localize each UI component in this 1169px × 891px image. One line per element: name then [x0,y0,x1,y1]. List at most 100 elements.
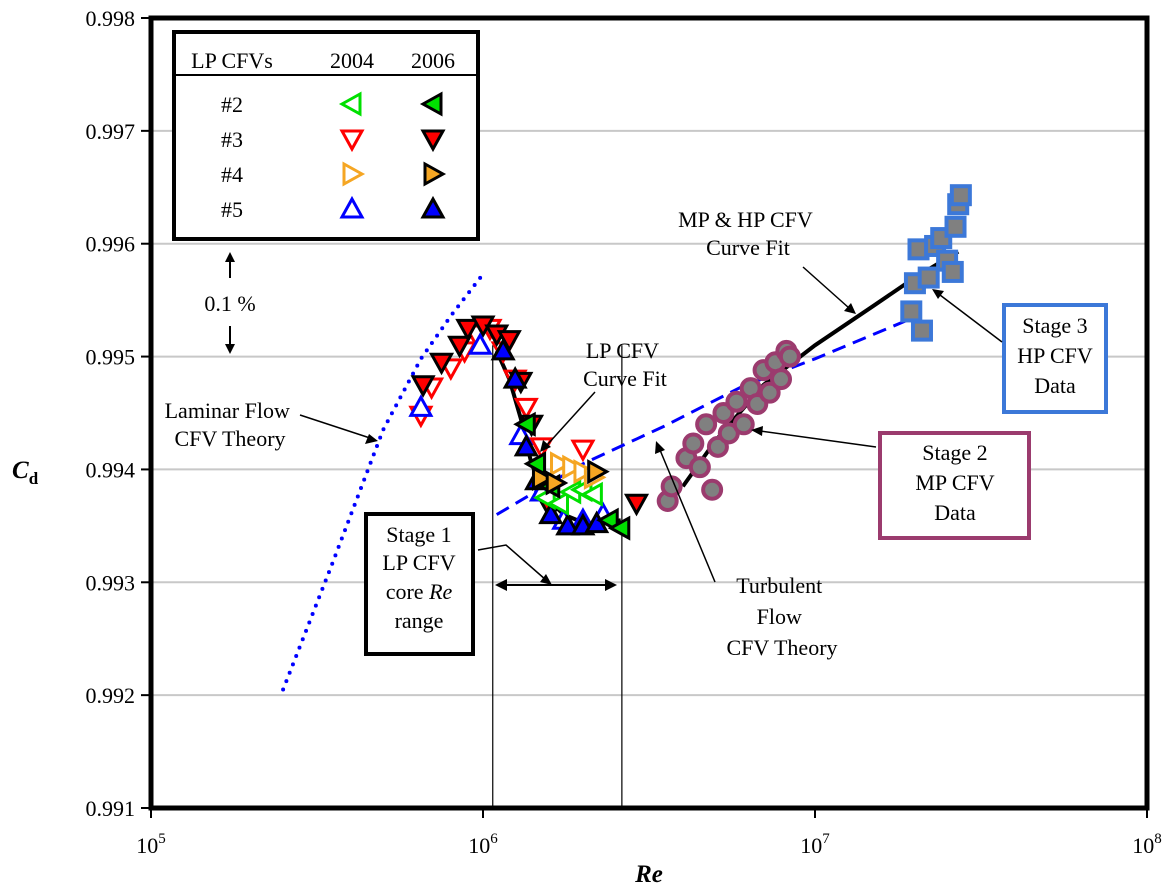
laminar-pointer [299,414,371,439]
x-axis-title: Re [634,861,663,888]
stage3-pointer-head [932,289,944,299]
point--2-2006 [596,507,619,533]
point-stage-2-mp-cfv-data [732,413,755,436]
laminar-label: Laminar Flow CFV Theory [165,398,296,451]
legend-rows: #2 #3 #4 #5 [221,91,447,222]
point-stage-3-hp-cfv-data [941,260,964,283]
data-points [408,184,972,541]
legend-header-2006: 2006 [411,48,455,73]
point--3-2006 [447,335,473,359]
point--5-2006 [513,433,539,457]
stage1-box [364,512,475,656]
point--4-2004 [562,454,585,480]
legend: LP CFVs 2004 2006 #2 #3 #4 #5 [172,30,480,241]
legend-marker-2004 [339,195,365,219]
stage1-line4: range [395,608,444,633]
point-stage-2-mp-cfv-data [706,435,729,458]
plot-frame [148,15,1150,811]
stage2-line2: MP CFV [915,470,994,495]
y-tick-label: 0.997 [86,119,136,144]
point--3-2006 [455,318,481,342]
core-range-arrow-right-head [605,579,617,591]
point--4-2006 [531,465,555,492]
point--5-2006 [538,501,564,525]
legend-row-label: #3 [221,127,243,152]
point--2-2006 [607,515,631,541]
stage3-line1: Stage 3 [1022,313,1087,338]
x-tick-label: 106 [468,831,498,858]
y-axis-ticks: 0.991 0.992 0.993 0.994 0.995 0.996 0.997 0.998 [86,6,151,821]
turbulent-pointer-head [655,441,665,454]
stage2-pointer-head [751,426,763,436]
lp-fit-pointer-head [540,440,551,452]
point--5-2004 [408,394,434,417]
point-stage-2-mp-cfv-data [701,478,724,501]
point-stage-2-mp-cfv-data [695,413,718,436]
point--3-2006 [428,352,455,376]
core-range-arrow-left-head [495,579,507,591]
stage2-line1: Stage 2 [922,440,987,465]
point-stage-2-mp-cfv-data [688,456,711,479]
legend-row-label: #2 [221,92,243,117]
legend-marker-2004 [338,91,362,117]
percent-label: 0.1 % [204,291,255,316]
stage3-callout: Stage 3 HP CFV Data [932,289,1108,414]
y-tick-label: 0.993 [86,570,136,595]
stage1-callout: Stage 1 LP CFV core Re range [364,512,617,656]
turbulent-pointer [659,449,716,583]
x-axis-ticks: 105 106 107 108 [136,808,1162,858]
point--3-2006 [623,493,650,517]
legend-row-label: #4 [221,162,243,187]
lp-fit-pointer [546,391,596,446]
x-tick-label: 108 [1132,831,1162,858]
stage3-box [1002,303,1108,414]
point--2-2006 [513,411,536,437]
laminar-pointer-head [365,434,378,444]
point-stage-2-mp-cfv-data [682,432,705,455]
percent-arrow-down-head [225,344,235,354]
percent-scale-marker: 0.1 % [204,252,256,354]
point--4-2006 [587,459,610,485]
curve-turbulent-flow-cfv-theory [495,315,916,516]
legend-marker-2006 [420,129,446,153]
mphp-fit-pointer-head [844,303,856,314]
stage1-pointer-head [540,574,552,585]
y-tick-label: 0.995 [86,345,136,370]
y-tick-label: 0.991 [86,796,136,821]
lp-fit-label: LP CFV Curve Fit [583,338,667,391]
turbulent-label: Turbulent Flow CFV Theory [726,573,837,660]
stage2-callout: Stage 2 MP CFV Data [751,426,1031,540]
x-tick-label: 107 [800,831,830,858]
y-tick-label: 0.994 [86,457,136,482]
legend-row-label: #5 [221,197,243,222]
stage2-line3: Data [934,500,976,525]
point-stage-3-hp-cfv-data [910,319,933,342]
point-stage-2-mp-cfv-data [758,381,781,404]
stage3-line2: HP CFV [1017,343,1093,368]
core-range-lines [492,345,623,808]
stage2-pointer [759,430,877,448]
point-stage-2-mp-cfv-data [770,368,793,391]
mphp-fit-label: MP & HP CFV Curve Fit [678,207,818,260]
x-tick-label: 105 [136,831,166,858]
point--3-2004 [570,439,596,463]
point-stage-2-mp-cfv-data [725,390,748,413]
y-axis-title-subscript: d [29,469,39,488]
point--5-2006 [490,337,516,361]
point--3-2006 [410,375,436,398]
stage2-box [878,431,1031,540]
percent-arrow-up-head [225,252,235,262]
stage3-pointer [939,294,1003,343]
mphp-fit-pointer [802,266,850,309]
point--5-2006 [502,366,528,389]
y-tick-label: 0.998 [86,6,136,31]
legend-marker-2004 [339,129,365,153]
point--5-2006 [555,512,581,536]
stage1-line3: core Re [386,579,453,604]
point-stage-3-hp-cfv-data [949,184,972,207]
point-stage-3-hp-cfv-data [917,266,940,289]
point-stage-3-hp-cfv-data [944,215,967,238]
y-tick-label: 0.996 [86,232,136,257]
point--5-2004 [467,332,493,355]
